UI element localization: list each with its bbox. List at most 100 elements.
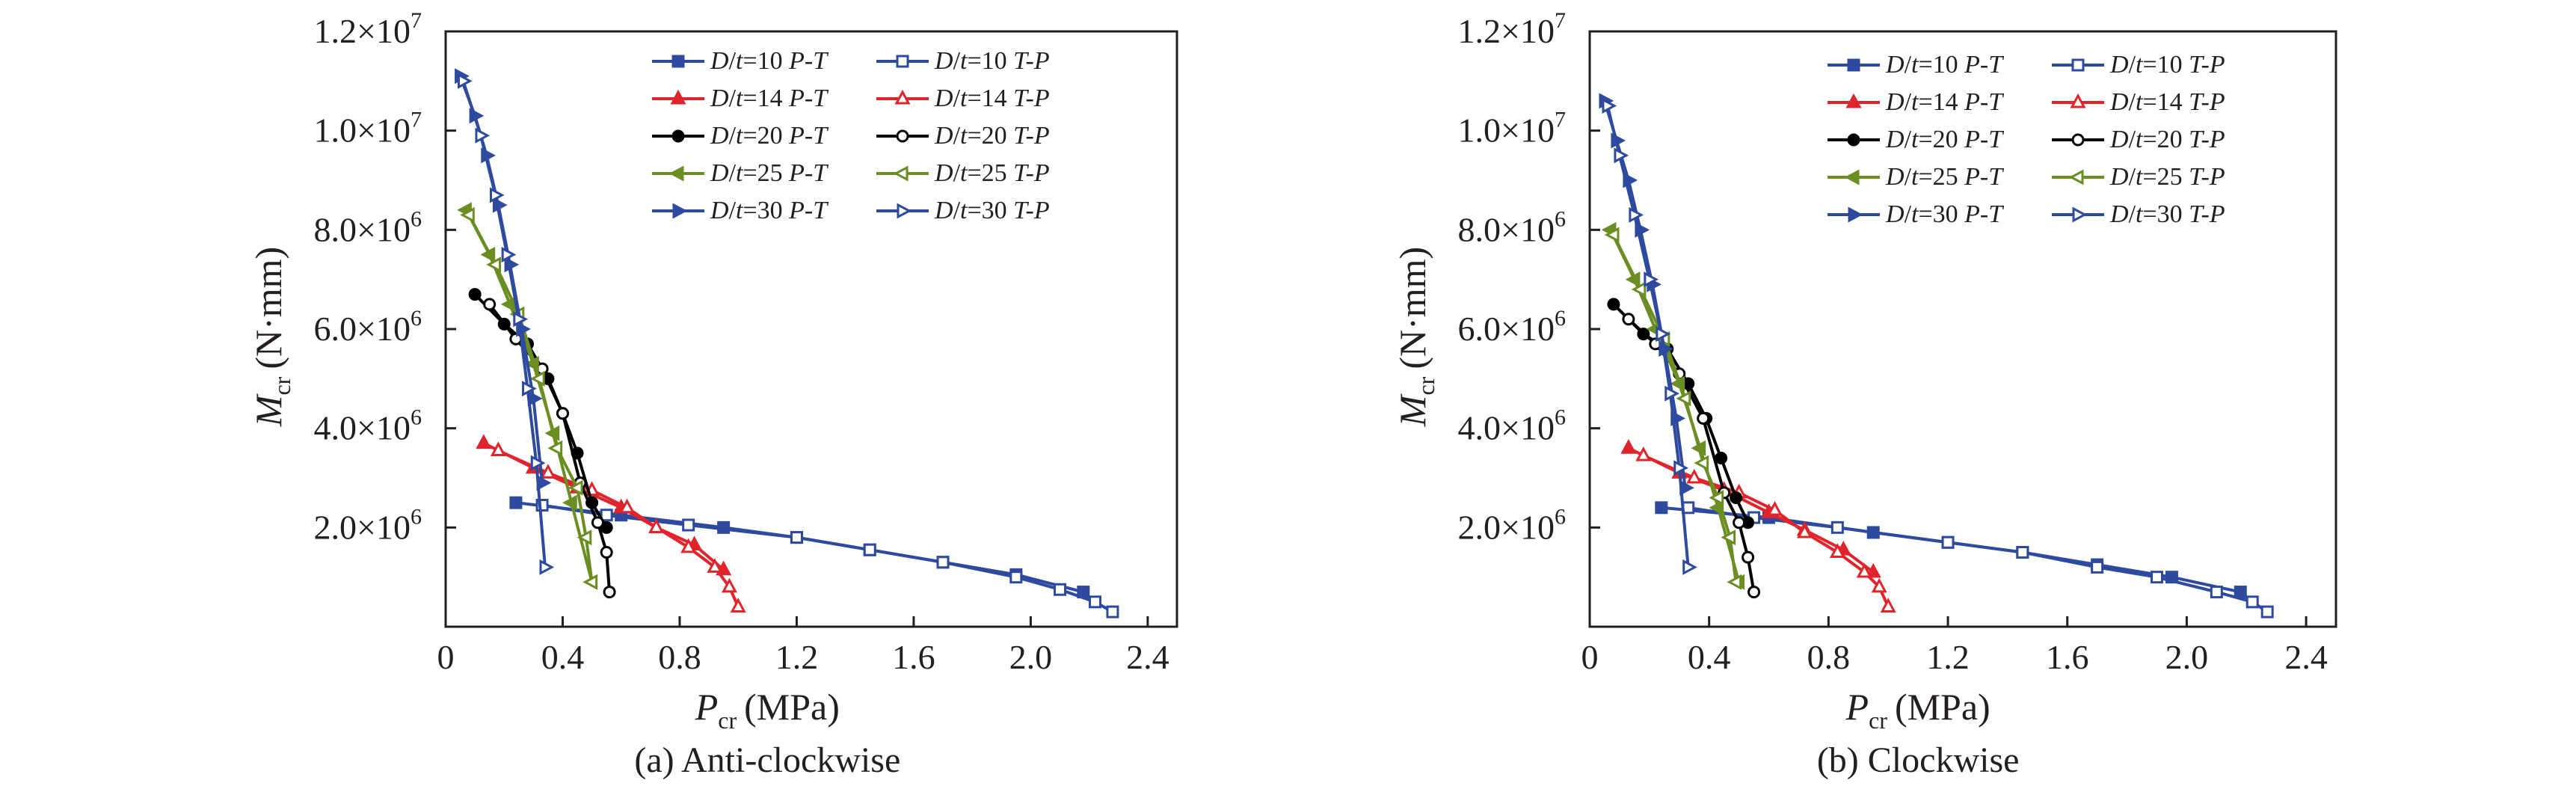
x-tick-label: 0 [437, 638, 455, 676]
y-tick-mantissa: 6.0×10 [314, 310, 411, 348]
x-axis-label: Pcr (MPa) [1845, 686, 1991, 734]
data-point [680, 538, 697, 553]
data-point [490, 441, 506, 457]
legend-path: P-T [788, 47, 829, 75]
legend-t: t [1911, 126, 1919, 153]
legend-marker [2071, 133, 2085, 147]
data-point [501, 247, 517, 263]
series-line [1606, 105, 1690, 568]
legend-marker [897, 203, 912, 219]
legend-t: t [960, 159, 968, 187]
legend-entry: D/t=25 T-P [2052, 163, 2225, 191]
data-point [603, 586, 616, 599]
legend-marker [670, 89, 686, 105]
data-point [600, 546, 613, 559]
legend-marker [1847, 58, 1860, 72]
legend-label: D/t=30 T-P [934, 197, 1050, 224]
chart-panel-anticlockwise: 0 0.4 0.8 1.2 1.6 2.0 2.42.0×1064.0×1066.0×106… [248, 8, 1178, 780]
data-point [2245, 595, 2259, 609]
legend-label: D/t=20 T-P [934, 122, 1050, 150]
data-point [1673, 460, 1688, 476]
legend-d: D [1885, 88, 1905, 116]
data-point [540, 464, 556, 479]
legend-d: D [1885, 200, 1905, 228]
data-point [600, 509, 613, 522]
legend-ratio: =25 [743, 159, 789, 187]
data-point [1054, 583, 1067, 596]
legend-entry: D/t=10 P-T [1828, 51, 2004, 79]
legend-entry: D/t=25 T-P [876, 159, 1050, 187]
series-dt20-p-t [468, 288, 613, 534]
legend-entry: D/t=14 P-T [652, 85, 829, 112]
legend-slash: / [1905, 163, 1912, 191]
data-point [682, 518, 695, 532]
series-line [497, 449, 740, 608]
y-tick-exponent: 6 [1555, 405, 1566, 430]
legend-t: t [960, 47, 968, 75]
legend-entry: D/t=10 T-P [876, 47, 1050, 75]
data-point [707, 558, 723, 573]
data-point [2234, 586, 2247, 599]
legend-entry: D/t=10 T-P [2052, 51, 2225, 79]
legend-t: t [2136, 163, 2144, 191]
legend-path: P-T [1964, 88, 2004, 116]
y-tick-label: 1.2×107 [1458, 8, 1566, 50]
legend-slash: / [2129, 88, 2136, 116]
data-point [483, 298, 497, 311]
y-tick-mantissa: 4.0×10 [314, 409, 411, 447]
y-tick-mantissa: 4.0×10 [1458, 409, 1555, 447]
legend-label: D/t=14 T-P [934, 85, 1050, 112]
legend-t: t [736, 122, 744, 150]
series-dt10-t-p [1682, 501, 2274, 618]
legend-slash: / [953, 122, 961, 150]
data-point [1602, 98, 1617, 114]
y-tick-label: 1.2×107 [314, 8, 422, 50]
legend-marker [671, 129, 685, 143]
legend-slash: / [1905, 88, 1912, 116]
legend-marker [1848, 206, 1863, 223]
legend-label: D/t=14 P-T [1885, 88, 2004, 116]
data-point [1697, 411, 1710, 425]
legend-path: T-P [2189, 126, 2225, 153]
series-dt10-t-p [535, 498, 1119, 618]
legend-ratio: =30 [967, 197, 1013, 224]
x-axis-label: Pcr (MPa) [695, 686, 840, 734]
legend-path: P-T [788, 85, 829, 112]
data-point [1733, 516, 1746, 529]
legend-path: T-P [1013, 197, 1049, 224]
legend-slash: / [2129, 126, 2136, 153]
x-tick-label: 0.4 [541, 638, 585, 676]
legend-d: D [710, 85, 729, 112]
data-point [522, 381, 537, 397]
legend-ratio: =25 [967, 159, 1013, 187]
y-tick-exponent: 7 [411, 8, 422, 33]
y-tick-exponent: 6 [411, 206, 422, 231]
legend-ratio: =14 [967, 85, 1013, 112]
legend-d: D [2109, 88, 2129, 116]
data-point [1614, 147, 1629, 164]
legend-ratio: =10 [967, 47, 1013, 75]
data-point [1829, 543, 1845, 558]
legend-d: D [934, 122, 953, 150]
data-point [476, 434, 492, 449]
legend-label: D/t=25 P-T [710, 159, 829, 187]
series-dt30-t-p [1602, 98, 1697, 575]
x-axis-subscript: cr [718, 707, 737, 734]
y-tick-mantissa: 1.0×10 [314, 111, 411, 150]
data-point [790, 531, 803, 544]
series-dt20-t-p [483, 298, 616, 599]
legend-entry: D/t=20 T-P [2052, 126, 2225, 153]
legend-t: t [736, 159, 744, 187]
legend-t: t [2136, 88, 2144, 116]
data-point [721, 577, 737, 593]
x-tick-label: 2.4 [1126, 638, 1169, 676]
legend-slash: / [729, 122, 737, 150]
legend-ratio: =14 [743, 85, 789, 112]
y-tick-mantissa: 1.2×10 [1458, 12, 1555, 50]
y-axis-subscript: cr [268, 376, 295, 395]
legend-marker [2072, 206, 2088, 223]
x-axis-subscript: cr [1869, 707, 1887, 734]
data-point [530, 455, 546, 471]
data-point [1664, 385, 1679, 402]
data-point [577, 529, 592, 546]
